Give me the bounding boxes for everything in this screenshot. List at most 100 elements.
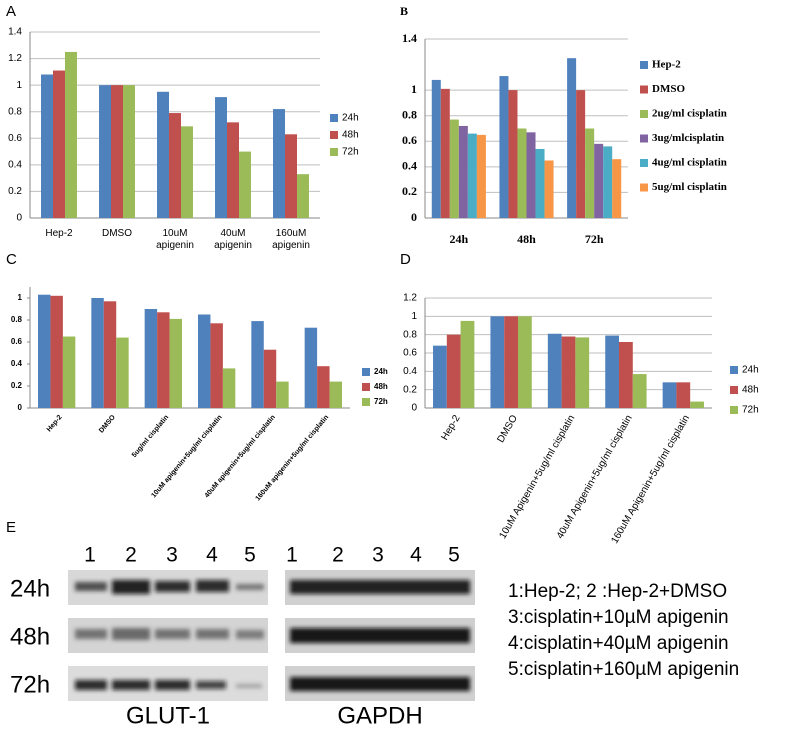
y-tick-label: 0.8 (402, 107, 417, 121)
legend-swatch (730, 386, 738, 394)
y-tick-label: 0.6 (403, 348, 417, 359)
bar (504, 316, 518, 408)
x-tick-label: 48h (517, 232, 536, 246)
bar (594, 143, 604, 218)
x-tick-label: Hep-2 (45, 228, 73, 239)
bar (263, 349, 277, 408)
bar (561, 336, 576, 408)
x-tick-label: 5ug/ml cisplatin (131, 414, 170, 459)
lane-label: 2 (125, 544, 137, 567)
x-tick-label: DMSO (495, 413, 520, 445)
bar (215, 97, 228, 218)
legend-label: 24h (742, 365, 759, 376)
bar (285, 134, 297, 218)
y-tick-label: 0.6 (11, 337, 23, 346)
bar (276, 381, 289, 408)
y-tick-label: 0.6 (8, 133, 22, 144)
blot-legend: 4:cisplatin+40µM apigenin (508, 633, 729, 654)
bar (433, 345, 447, 408)
bar (329, 381, 342, 408)
legend-label: 72h (742, 405, 759, 416)
y-tick-label: 0.2 (11, 381, 23, 390)
bar (50, 295, 63, 408)
bar (53, 70, 65, 219)
x-tick-label: 40uM apigenin (214, 228, 252, 251)
y-tick-label: 0.2 (402, 184, 417, 198)
y-tick-label: 0.4 (403, 366, 417, 377)
bar (38, 294, 51, 408)
legend-swatch (730, 366, 738, 374)
blot-legend: 1:Hep-2; 2 :Hep-2+DMSO (508, 581, 727, 602)
protein-label: GLUT-1 (126, 702, 210, 729)
legend-label: DMSO (652, 83, 685, 95)
chart-panel: A 0 0.2 0.4 0.6 0.8 1 1.2 1.4 Hep-2 DMSO 10uM apige… (6, 3, 359, 251)
legend-label: 48h (342, 130, 359, 141)
bar (676, 382, 691, 408)
lane-label: 4 (410, 544, 422, 567)
legend-label: 24h (342, 113, 359, 124)
bar (508, 90, 518, 218)
legend-label: 4ug/ml cisplatin (652, 157, 727, 169)
chart-panel: B 0 0.2 0.4 0.6 0.8 1 1.4 24h 48h 72h Hep-2 DMSO 2ug/… (400, 4, 727, 246)
y-tick-label: 1 (16, 80, 22, 91)
legend-swatch (640, 134, 648, 143)
bar (567, 58, 577, 218)
bar (222, 368, 236, 408)
legend-swatch (640, 110, 648, 118)
legend-swatch (640, 61, 648, 69)
y-tick-label: 0.4 (402, 159, 417, 173)
bar (103, 301, 117, 408)
legend-swatch (362, 368, 370, 376)
y-tick-label: 1.2 (403, 293, 417, 304)
y-tick-label: 0 (16, 213, 22, 224)
x-tick-label-box: 10uM apigenin (156, 228, 194, 251)
bar (238, 151, 251, 218)
legend-label: 3ug/mlcisplatin (652, 132, 724, 144)
x-tick-label: 160uM apigenin (272, 228, 310, 251)
bar (449, 119, 459, 218)
legend-swatch (362, 383, 370, 391)
bar (467, 133, 477, 218)
legend-label: Hep-2 (652, 59, 681, 71)
panel-label: C (6, 251, 17, 268)
bar (690, 401, 704, 408)
lane-label: 3 (166, 544, 178, 567)
lane-label: 2 (332, 544, 344, 567)
bar (304, 327, 318, 408)
lane-label: 3 (372, 544, 384, 567)
panel-label: A (6, 3, 16, 20)
x-tick-label: DMSO (102, 228, 132, 239)
bar (91, 298, 104, 408)
bar (603, 146, 613, 218)
bar (169, 113, 181, 218)
bar (517, 316, 532, 408)
y-tick-label: 0 (411, 403, 417, 414)
legend-swatch (640, 85, 648, 94)
bar (632, 374, 647, 408)
y-tick-label: 0.8 (11, 315, 23, 324)
bar (157, 312, 170, 408)
bar (460, 320, 475, 408)
bar (526, 132, 536, 218)
panel-label: D (400, 251, 411, 268)
legend-swatch (330, 114, 338, 122)
bar (431, 79, 441, 219)
blot-legend: 3:cisplatin+10µM apigenin (508, 607, 729, 628)
bar (169, 318, 182, 408)
row-label: 24h (10, 575, 50, 602)
bar (440, 88, 450, 218)
row-label: 72h (10, 671, 50, 698)
bar (122, 85, 135, 219)
bar (144, 309, 158, 408)
x-tick-label: 24h (449, 232, 468, 246)
bar (251, 321, 264, 408)
bar (458, 125, 468, 218)
y-tick-label: 0.4 (8, 159, 22, 170)
legend-label: 48h (374, 382, 388, 391)
bar (612, 159, 622, 218)
lane-label: 5 (448, 544, 460, 567)
bar (517, 128, 527, 218)
bar (227, 122, 239, 218)
bar (446, 334, 461, 408)
